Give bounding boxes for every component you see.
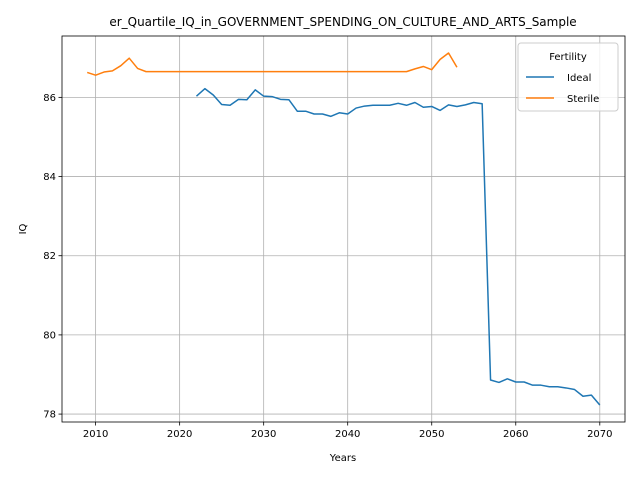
chart-title: er_Quartile_IQ_in_GOVERNMENT_SPENDING_ON… [109, 15, 576, 29]
axis-ticks: 2010 2020 2030 2040 2050 2060 2070 78 80 82 84 86 [43, 93, 612, 440]
plot-frame [61, 35, 626, 423]
x-tick-label: 2070 [587, 429, 612, 440]
x-tick-label: 2020 [167, 429, 192, 440]
series-line-ideal [195, 87, 601, 406]
series-line-sterile [86, 52, 458, 76]
y-tick-label: 84 [43, 172, 56, 183]
legend-label-ideal: Ideal [567, 73, 591, 84]
x-axis-label: Years [329, 453, 356, 464]
legend-label-sterile: Sterile [567, 94, 599, 105]
x-tick-label: 2030 [251, 429, 276, 440]
x-tick-label: 2040 [335, 429, 360, 440]
legend-box [517, 42, 619, 112]
y-tick-label: 82 [43, 251, 56, 262]
x-tick-label: 2060 [503, 429, 528, 440]
x-tick-label: 2050 [419, 429, 444, 440]
y-axis-label: IQ [18, 223, 29, 234]
legend-title: Fertility [549, 52, 587, 63]
gridlines [62, 36, 625, 422]
y-tick-label: 80 [43, 330, 56, 341]
y-tick-label: 86 [43, 93, 56, 104]
x-tick-label: 2010 [83, 429, 108, 440]
series-lines [86, 52, 601, 406]
legend: Fertility Ideal Sterile [517, 42, 619, 112]
y-tick-label: 78 [43, 410, 56, 421]
